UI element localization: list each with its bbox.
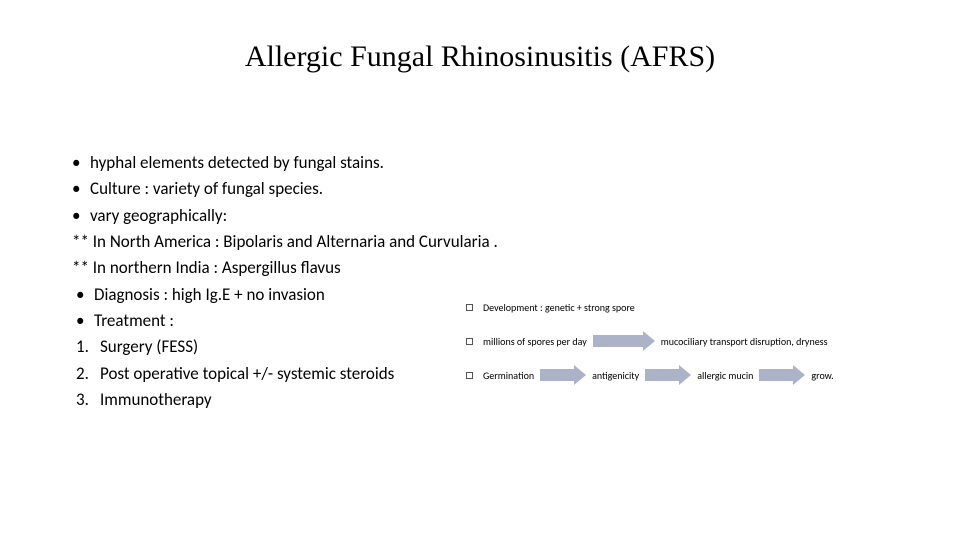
bullet-item: •hyphal elements detected by fungal stai… [72,150,632,176]
bullet-marker: • [72,282,94,308]
diagram-text: antigenicity [592,369,639,382]
arrow-head [679,365,691,385]
flow-diagram: Development : genetic + strong spore mil… [466,290,956,392]
bullet-marker: • [72,150,90,176]
bullet-text: Diagnosis : high Ig.E + no invasion [94,282,325,308]
star-text: ** In northern India : Aspergillus flavu… [72,255,341,281]
arrow-icon [645,365,691,385]
square-bullet-icon [466,338,473,345]
star-line: ** In North America : Bipolaris and Alte… [72,229,632,255]
arrow-shaft [540,369,574,381]
bullet-text: Culture : variety of fungal species. [90,176,323,202]
numbered-text: Post operative topical +/- systemic ster… [100,361,394,387]
bullet-text: vary geographically: [90,203,227,229]
arrow-icon [759,365,805,385]
bullet-text: hyphal elements detected by fungal stain… [90,150,384,176]
arrow-icon [540,365,586,385]
slide: Allergic Fungal Rhinosinusitis (AFRS) •h… [0,0,960,540]
square-bullet-icon [466,372,473,379]
diagram-text: grow. [811,369,833,382]
bullet-item: •Culture : variety of fungal species. [72,176,632,202]
number-marker: 1. [72,334,100,360]
arrow-head [643,331,655,351]
diagram-row: Germination antigenicity allergic mucin … [466,358,956,392]
star-text: ** In North America : Bipolaris and Alte… [72,229,498,255]
bullet-marker: • [72,308,94,334]
bullet-text: Treatment : [94,308,174,334]
arrow-shaft [759,369,793,381]
numbered-text: Immunotherapy [100,387,212,413]
slide-title: Allergic Fungal Rhinosinusitis (AFRS) [0,40,960,74]
diagram-text: Development : genetic + strong spore [483,301,635,314]
diagram-row: millions of spores per day mucociliary t… [466,324,956,358]
numbered-text: Surgery (FESS) [100,334,198,360]
number-marker: 2. [72,361,100,387]
arrow-shaft [593,335,643,347]
diagram-text: allergic mucin [697,369,753,382]
diagram-text: mucociliary transport disruption, drynes… [661,335,828,348]
arrow-head [793,365,805,385]
arrow-shaft [645,369,679,381]
arrow-icon [593,331,655,351]
diagram-text: Germination [483,369,534,382]
diagram-text: millions of spores per day [483,335,587,348]
diagram-row: Development : genetic + strong spore [466,290,956,324]
square-bullet-icon [466,304,473,311]
arrow-head [574,365,586,385]
bullet-marker: • [72,176,90,202]
star-line: ** In northern India : Aspergillus flavu… [72,255,632,281]
bullet-item: •vary geographically: [72,203,632,229]
bullet-marker: • [72,203,90,229]
number-marker: 3. [72,387,100,413]
